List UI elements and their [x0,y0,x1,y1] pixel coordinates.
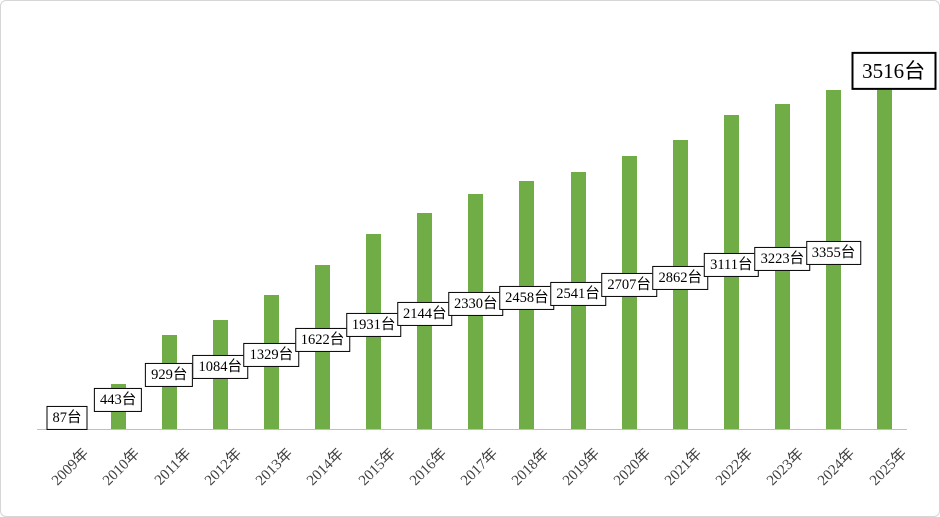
data-label: 2330台 [448,292,504,317]
x-tick-label: 2023年 [764,445,808,489]
data-label: 87台 [46,405,88,430]
x-tick-label: 2015年 [355,445,399,489]
x-tick-label: 2020年 [611,445,655,489]
data-label: 929台 [145,363,194,388]
data-label: 3223台 [754,247,811,272]
x-tick-label: 2024年 [815,445,859,489]
data-label: 3111台 [704,252,759,277]
x-tick-label: 2016年 [406,445,450,489]
data-label: 2862台 [652,265,708,290]
data-label: 1084台 [192,355,249,380]
data-label: 2707台 [601,273,657,298]
data-label: 443台 [93,387,143,412]
x-axis-line [37,429,907,430]
data-label: 2541台 [550,281,606,306]
data-label: 1622台 [294,328,351,353]
x-tick-label: 2011年 [151,445,195,489]
x-tick-label: 2012年 [202,445,246,489]
x-tick-label: 2017年 [457,445,501,489]
x-tick-label: 2025年 [866,445,910,489]
data-label-max: 3516台 [851,51,937,91]
x-tick-label: 2013年 [253,445,297,489]
data-label: 3355台 [805,240,862,265]
data-label: 1329台 [243,342,300,367]
data-label: 1931台 [345,312,402,337]
x-tick-label: 2022年 [713,445,757,489]
x-tick-label: 2021年 [662,445,706,489]
data-label: 2144台 [396,301,453,326]
data-label: 2458台 [499,285,555,310]
x-tick-label: 2014年 [304,445,348,489]
x-tick-label: 2009年 [48,445,93,489]
x-tick-label: 2019年 [559,445,604,489]
x-tick-label: 2010年 [100,445,144,489]
bar-2025年 [877,74,893,429]
x-tick-label: 2018年 [508,445,553,489]
